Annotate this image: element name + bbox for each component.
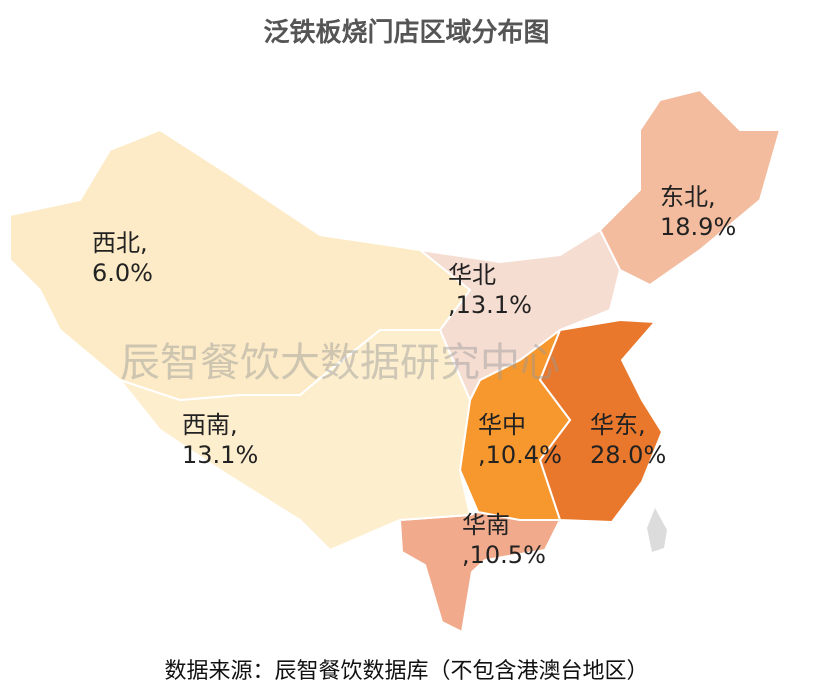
region-name: 华南 bbox=[462, 511, 510, 539]
region-label: 西南, 13.1% bbox=[182, 410, 258, 470]
region bbox=[9, 128, 472, 402]
taiwan-shape bbox=[647, 508, 667, 552]
region-name: 华北 bbox=[448, 261, 496, 289]
watermark: 辰智餐饮大数据研究中心 bbox=[120, 340, 560, 386]
region bbox=[598, 88, 782, 287]
region-name: 东北, bbox=[660, 183, 716, 211]
source-note: 数据来源：辰智餐饮数据库（不包含港澳台地区） bbox=[164, 659, 649, 684]
value-label: 6.0% bbox=[92, 259, 153, 287]
region-label: 东北, 18.9% bbox=[660, 182, 736, 242]
region-name: 华中 bbox=[478, 411, 526, 439]
chart-title: 泛铁板烧门店区域分布图 bbox=[263, 18, 550, 48]
value-label: ,10.4% bbox=[478, 441, 562, 469]
value-label: ,10.5% bbox=[462, 541, 546, 569]
value-label: ,13.1% bbox=[448, 291, 532, 319]
region-label: 华北 ,13.1% bbox=[448, 260, 532, 320]
value-label: 13.1% bbox=[182, 441, 259, 469]
value-label: 28.0% bbox=[590, 441, 667, 469]
region-name: 西北, bbox=[92, 229, 148, 257]
region-label: 华中 ,10.4% bbox=[478, 410, 562, 470]
region-label: 华南 ,10.5% bbox=[462, 510, 546, 570]
region-name: 华东, bbox=[590, 411, 646, 439]
region-label: 华东, 28.0% bbox=[590, 410, 666, 470]
region-label: 西北, 6.0% bbox=[92, 228, 153, 288]
region-name: 西南, bbox=[182, 411, 238, 439]
value-label: 18.9% bbox=[660, 213, 737, 241]
